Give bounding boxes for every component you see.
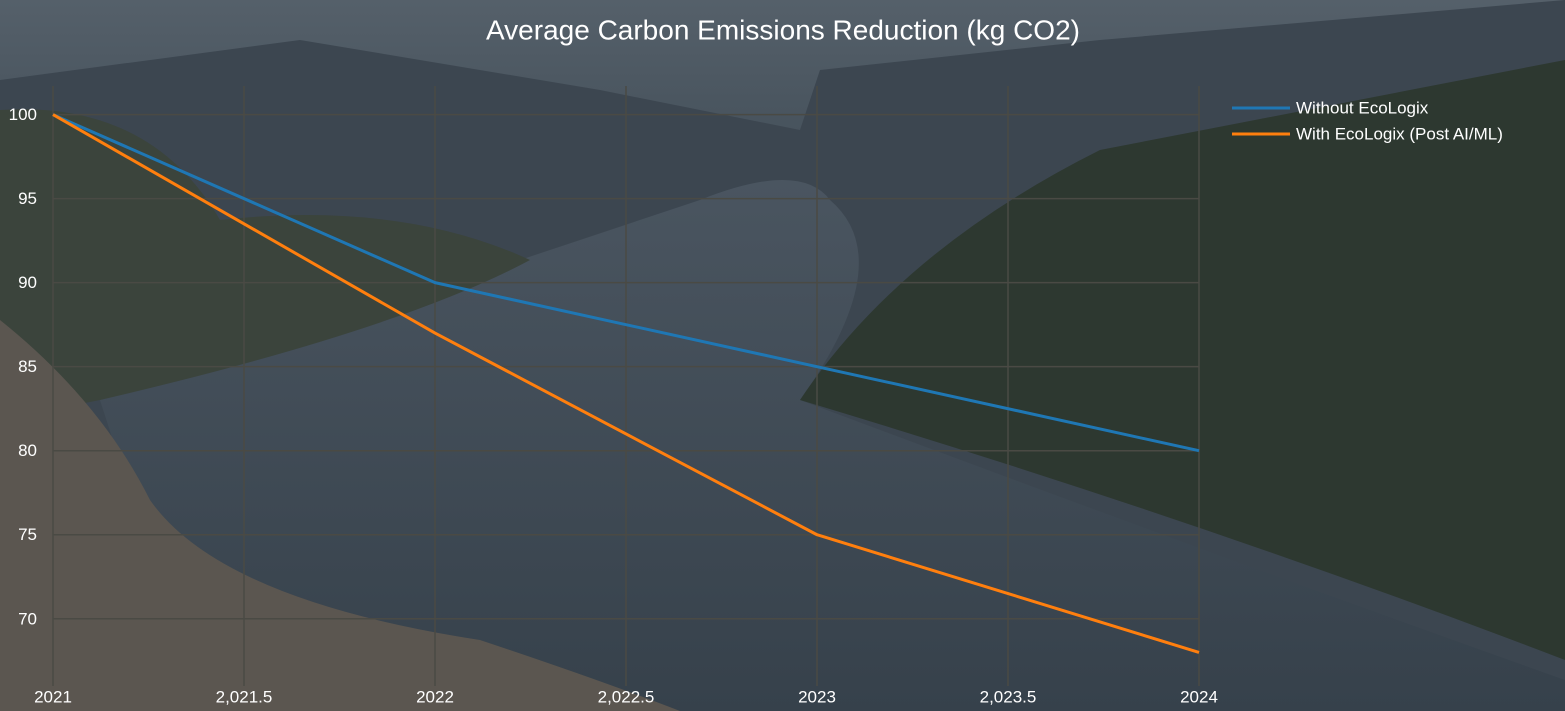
x-tick-label: 2023: [798, 687, 836, 706]
x-tick-label: 2,022.5: [598, 687, 655, 706]
x-tick-label: 2024: [1180, 687, 1218, 706]
x-tick-label: 2021: [34, 687, 72, 706]
y-tick-label: 80: [18, 441, 37, 460]
y-tick-label: 100: [9, 105, 37, 124]
x-tick-label: 2022: [416, 687, 454, 706]
legend-label: Without EcoLogix: [1296, 98, 1429, 117]
x-tick-label: 2,021.5: [216, 687, 273, 706]
y-tick-label: 75: [18, 525, 37, 544]
y-tick-label: 95: [18, 189, 37, 208]
legend-label: With EcoLogix (Post AI/ML): [1296, 124, 1503, 143]
chart-title: Average Carbon Emissions Reduction (kg C…: [486, 14, 1080, 45]
x-tick-label: 2,023.5: [980, 687, 1037, 706]
page: {"chart_data": {"type": "line", "title":…: [0, 0, 1565, 711]
y-tick-label: 90: [18, 273, 37, 292]
chart: Average Carbon Emissions Reduction (kg C…: [0, 0, 1565, 711]
y-tick-label: 70: [18, 609, 37, 628]
y-tick-label: 85: [18, 357, 37, 376]
